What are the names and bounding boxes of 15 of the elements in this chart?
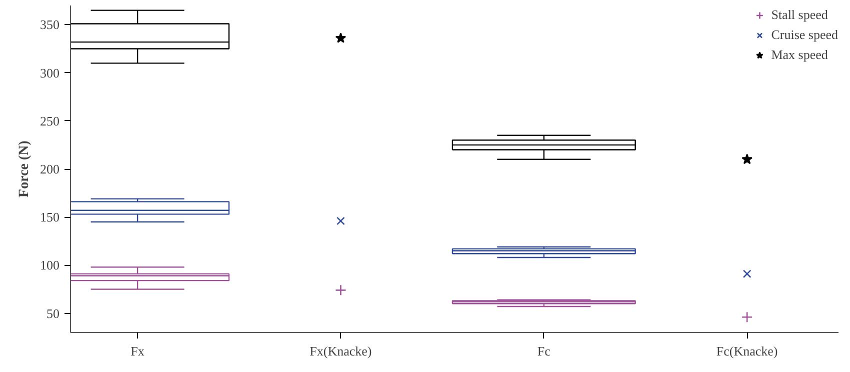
x-tick-label: Fc(Knacke) (716, 344, 778, 358)
y-tick-label: 300 (40, 65, 60, 80)
y-tick-label: 350 (40, 17, 60, 32)
y-tick-label: 50 (46, 306, 60, 321)
y-tick-label: 250 (40, 113, 60, 128)
legend-label: Max speed (771, 47, 828, 63)
y-axis-title: Force (N) (17, 140, 32, 198)
y-tick-label: 200 (40, 162, 60, 176)
y-tick-label: 150 (40, 210, 60, 225)
legend-label: Stall speed (771, 7, 828, 23)
x-tick-label: Fx (130, 344, 145, 358)
legend-label: Cruise speed (771, 27, 838, 43)
x-tick-label: Fx(Knacke) (310, 344, 372, 358)
x-tick-label: Fc (537, 344, 551, 358)
y-tick-label: 100 (40, 258, 60, 273)
